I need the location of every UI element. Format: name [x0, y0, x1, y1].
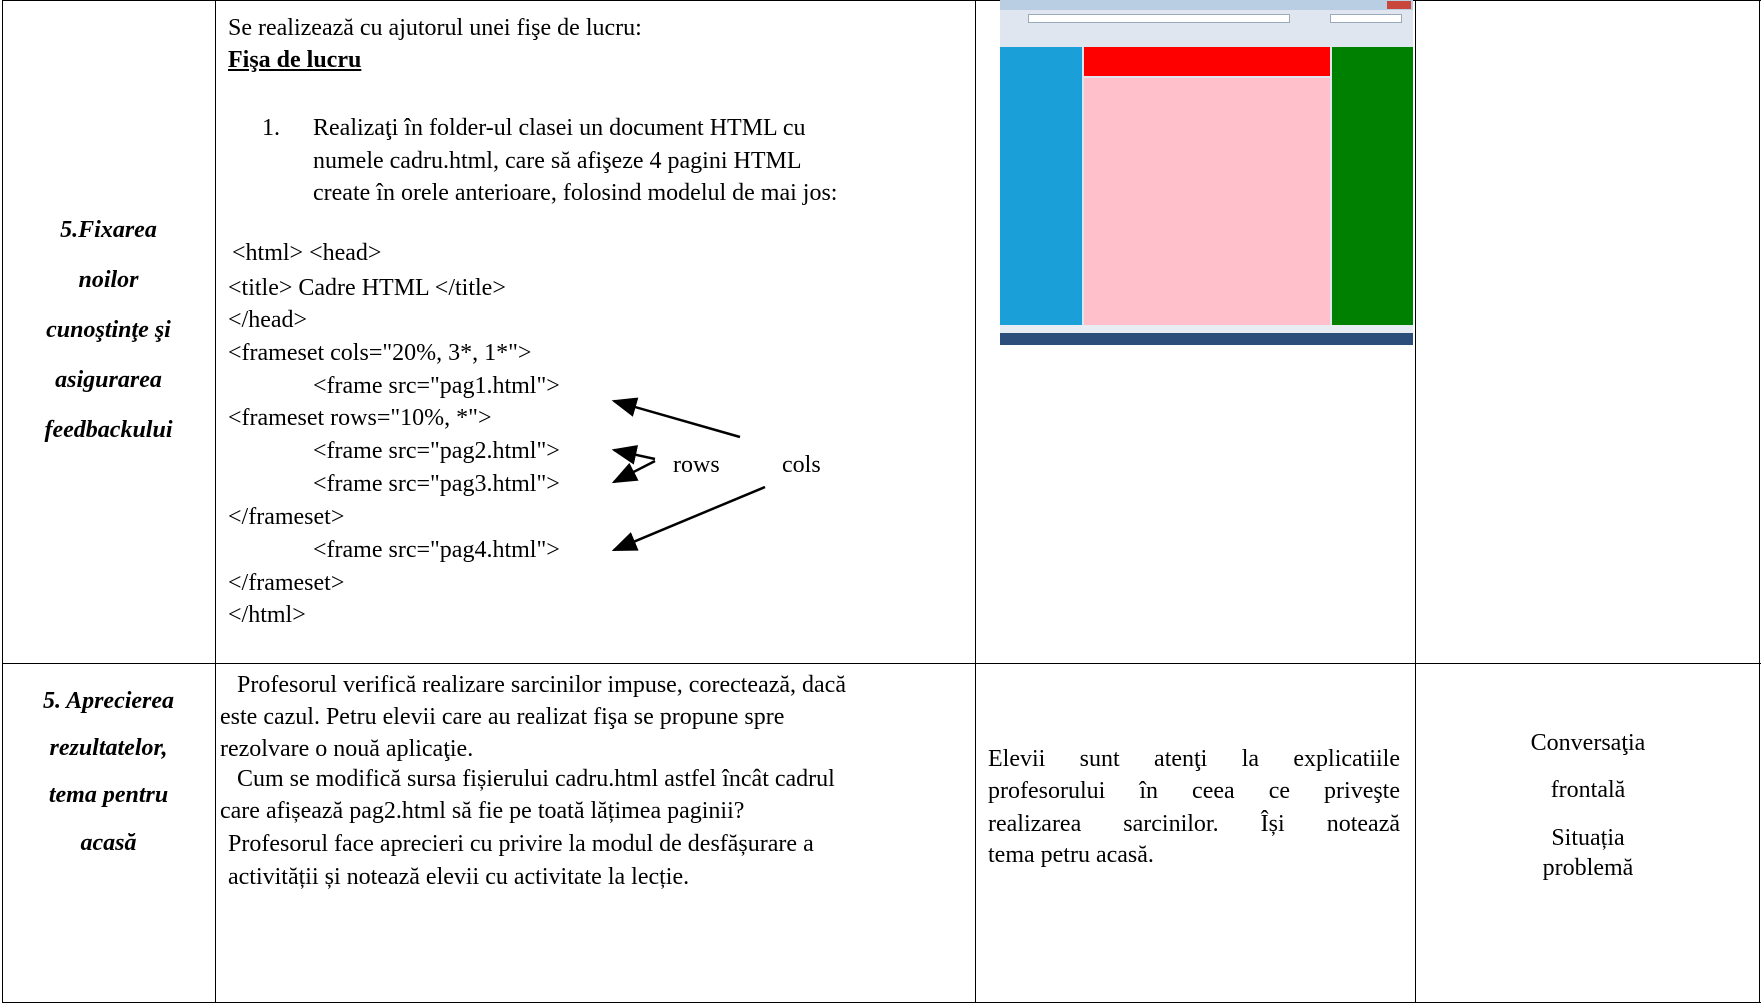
method-line: Conversaţia — [1530, 730, 1646, 756]
table-border — [2, 0, 1761, 1]
stage-line: noilor — [78, 267, 139, 293]
frame-pag2 — [1084, 47, 1330, 76]
frame-pag1 — [1000, 47, 1082, 325]
close-button — [1387, 1, 1411, 9]
teacher-line: Cum se modifică sursa fișierului cadru.h… — [237, 766, 835, 792]
code-line: </frameset> — [228, 504, 345, 530]
code-line: <frameset cols="20%, 3*, 1*"> — [228, 340, 532, 366]
worksheet-title: Fişa de lucru — [228, 47, 362, 73]
stage-line: asigurarea — [55, 367, 162, 393]
table-border — [2, 663, 1761, 664]
task-line: Realizaţi în folder-ul clasei un documen… — [313, 115, 806, 141]
stage-line: 5. Aprecierea — [42, 688, 175, 714]
rows-label: rows — [673, 452, 720, 478]
task-line: create în orele anterioare, folosind mod… — [313, 180, 838, 206]
code-line: <html> <head> — [232, 240, 382, 266]
arrows — [611, 397, 766, 552]
arrow — [611, 459, 656, 484]
students-line: Elevii sunt atenţi la explicatiile — [988, 746, 1400, 772]
frame-pag3 — [1084, 78, 1330, 325]
stage-line: 5.Fixarea — [60, 217, 157, 243]
intro: Se realizează cu ajutorul unei fişe de l… — [228, 15, 642, 41]
arrow — [611, 445, 656, 465]
browser-screenshot — [1000, 0, 1413, 345]
teacher-line: Profesorul verifică realizare sarcinilor… — [237, 672, 846, 698]
cols-label: cols — [782, 452, 821, 478]
method-line: Situația — [1551, 825, 1625, 851]
table-border — [975, 0, 976, 1003]
students-line: tema petru acasă. — [988, 842, 1154, 868]
table-border — [2, 0, 3, 1003]
method-line: problemă — [1542, 855, 1634, 881]
code-line: <title> Cadre HTML </title> — [228, 275, 506, 301]
frame-pag4 — [1332, 47, 1413, 325]
stage-line: feedbackului — [44, 417, 173, 443]
students-line: realizarea sarcinilor. Își notează — [988, 811, 1400, 837]
code-line: <frame src="pag3.html"> — [313, 471, 560, 497]
taskbar — [1000, 333, 1413, 345]
students-line: profesorului în ceea ce priveşte — [988, 778, 1400, 804]
table-border — [1415, 0, 1416, 1003]
teacher-line: care afișează pag2.html să fie pe toată … — [220, 798, 745, 824]
code-line: </frameset> — [228, 570, 345, 596]
table-border — [1759, 0, 1760, 1003]
arrow — [611, 485, 766, 552]
task-line: numele cadru.html, care să afişeze 4 pag… — [313, 148, 802, 174]
method-line: frontală — [1550, 777, 1626, 803]
stage-line: tema pentru — [48, 782, 169, 808]
teacher-line: Profesorul face aprecieri cu privire la … — [228, 831, 814, 857]
code-line: <frame src="pag4.html"> — [313, 537, 560, 563]
teacher-line: activității și notează elevii cu activit… — [228, 864, 690, 890]
code-line: </html> — [228, 602, 306, 628]
title-bar — [1000, 0, 1413, 10]
address-bar — [1028, 14, 1290, 23]
stage-line: cunoştinţe şi — [46, 317, 171, 343]
stage-line: rezultatelor, — [49, 735, 168, 761]
table-border — [215, 0, 216, 1003]
code-line: <frame src="pag1.html"> — [313, 373, 560, 399]
task-number: 1. — [262, 115, 280, 141]
stage-line: acasă — [80, 830, 137, 856]
teacher-line: este cazul. Petru elevii care au realiza… — [220, 704, 785, 730]
code-line: <frameset rows="10%, *"> — [228, 405, 492, 431]
arrow — [611, 397, 741, 439]
code-line: <frame src="pag2.html"> — [313, 438, 560, 464]
teacher-line: rezolvare o nouă aplicaţie. — [220, 736, 474, 762]
search-box — [1330, 14, 1402, 23]
status-bar — [1000, 325, 1413, 333]
code-line: </head> — [228, 307, 308, 333]
